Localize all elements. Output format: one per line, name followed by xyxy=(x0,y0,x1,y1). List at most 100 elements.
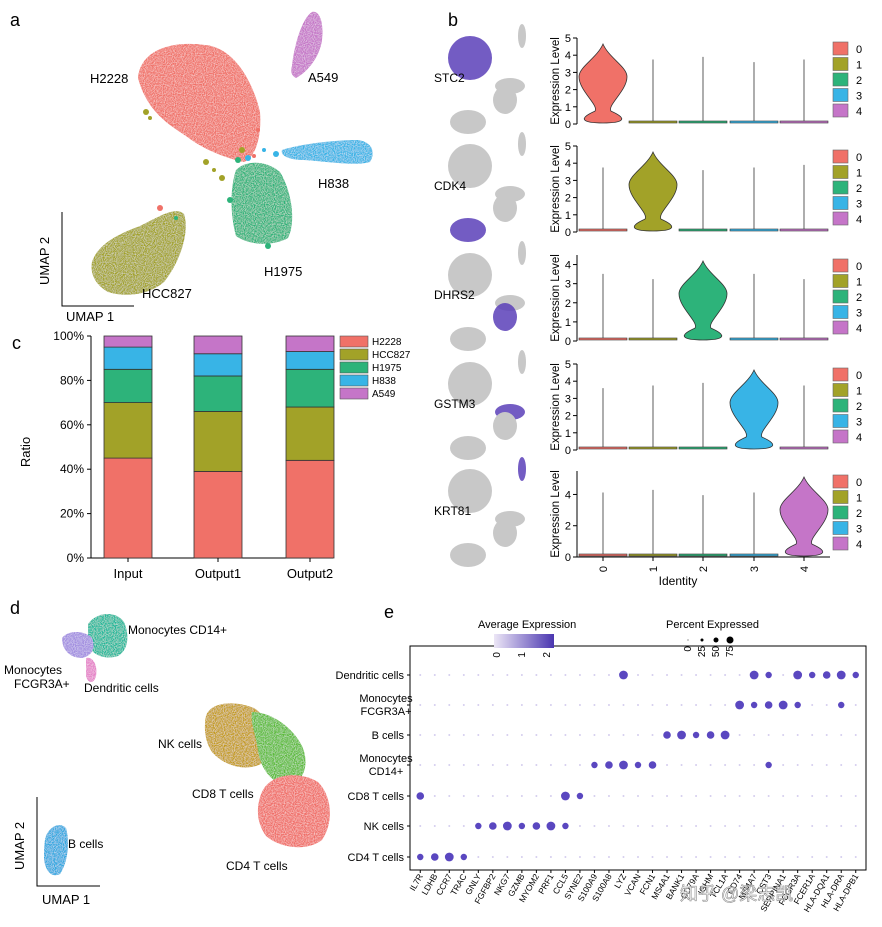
dot-4-20 xyxy=(709,795,712,797)
dot-row-label: Monocytes xyxy=(359,693,413,705)
violin-base-1 xyxy=(628,446,678,450)
dot-6-4 xyxy=(477,856,480,858)
dot-4-10 xyxy=(561,791,570,801)
bar-legend-label: A549 xyxy=(372,389,396,400)
dot-4-26 xyxy=(796,795,799,797)
umap-a-ylabel: UMAP 2 xyxy=(37,237,52,285)
violin-y-tick-label: 2 xyxy=(565,193,571,205)
label-h1975: H1975 xyxy=(264,264,302,279)
dot-6-0 xyxy=(417,853,424,861)
bar-output1-a549 xyxy=(193,335,243,355)
bar-y-tick-label: 100% xyxy=(53,329,84,343)
violin-legend-label: 0 xyxy=(856,370,862,382)
bar-output2-h1975 xyxy=(285,368,335,408)
umap-a-axes xyxy=(61,212,134,307)
violin-legend-label: 3 xyxy=(856,199,862,211)
thumbnail-highlight-cluster xyxy=(450,218,486,242)
dot-0-26 xyxy=(793,670,803,680)
dot-5-10 xyxy=(562,822,569,830)
violin-x-tick-label: 4 xyxy=(799,566,811,572)
dot-3-8 xyxy=(535,764,538,766)
dot-5-28 xyxy=(825,825,828,827)
dot-2-14 xyxy=(622,734,625,736)
dot-1-4 xyxy=(477,704,480,706)
dot-6-13 xyxy=(607,856,610,858)
dot-1-27 xyxy=(811,704,814,706)
dot-6-2 xyxy=(444,852,454,862)
umap-d-clusters xyxy=(44,613,330,876)
dot-1-8 xyxy=(535,704,538,706)
cluster-a549 xyxy=(291,11,323,79)
legend-percent-tick: 25 xyxy=(697,646,708,658)
dot-4-5 xyxy=(491,795,494,797)
bar-x-tick-label: Output1 xyxy=(195,566,241,581)
violin-legend-swatch xyxy=(832,505,849,520)
dot-0-7 xyxy=(520,674,523,676)
violin-y-tick-label: 0 xyxy=(565,227,571,239)
dot-3-26 xyxy=(796,764,799,766)
bar-y-tick-label: 40% xyxy=(60,462,84,476)
dot-0-16 xyxy=(651,674,654,676)
thumbnail-cluster xyxy=(450,436,486,460)
violin-y-tick-label: 3 xyxy=(565,393,571,405)
dot-0-29 xyxy=(836,670,846,680)
bar-output1-hcc827 xyxy=(193,411,243,472)
dot-1-26 xyxy=(794,701,801,709)
dot-6-22 xyxy=(738,856,741,858)
dot-6-25 xyxy=(782,856,785,858)
violin-y-tick-label: 5 xyxy=(565,141,571,153)
thumbnail-highlight-cluster xyxy=(518,457,526,481)
dot-6-16 xyxy=(651,856,654,858)
dot-2-17 xyxy=(663,731,671,739)
violin-base-3 xyxy=(729,337,779,341)
violin-y-tick-label: 1 xyxy=(565,317,571,329)
dot-5-30 xyxy=(854,825,857,827)
gene-umap-thumbnail xyxy=(448,350,526,460)
dot-2-25 xyxy=(782,734,785,736)
panel-letter-d: d xyxy=(10,598,20,618)
violin-base-2 xyxy=(678,446,728,450)
dot-6-1 xyxy=(430,853,439,861)
dot-4-14 xyxy=(622,795,625,797)
dot-3-22 xyxy=(738,764,741,766)
violin-ylabel: Expression Level xyxy=(550,470,562,558)
violin-ylabel: Expression Level xyxy=(550,145,562,233)
violin-legend-swatch xyxy=(832,536,849,551)
label-cd4: CD4 T cells xyxy=(226,859,288,873)
dot-3-21 xyxy=(724,764,727,766)
umap-d-ylabel: UMAP 2 xyxy=(12,822,27,870)
dot-3-30 xyxy=(854,764,857,766)
dot-1-1 xyxy=(433,704,436,706)
label-dendritic: Dendritic cells xyxy=(84,681,159,695)
dot-3-15 xyxy=(634,761,642,769)
legend-percent-dot xyxy=(700,638,704,642)
violin-y-tick-label: 0 xyxy=(565,119,571,131)
bar-y-tick-label: 0% xyxy=(67,551,85,565)
dot-2-26 xyxy=(796,734,799,736)
dot-1-17 xyxy=(666,704,669,706)
dot-3-17 xyxy=(666,764,669,766)
dot-3-29 xyxy=(840,764,843,766)
thumbnail-cluster xyxy=(448,469,492,513)
dot-4-3 xyxy=(462,795,465,797)
dot-4-1 xyxy=(433,795,436,797)
bar-output1-h2228 xyxy=(193,471,243,559)
dot-4-6 xyxy=(506,795,509,797)
dot-0-10 xyxy=(564,674,567,676)
dot-1-5 xyxy=(491,704,494,706)
dot-1-2 xyxy=(448,704,451,706)
dot-6-5 xyxy=(491,856,494,858)
bar-output1-h838 xyxy=(193,353,243,377)
dot-0-4 xyxy=(477,674,480,676)
legend-percent-tick: 0 xyxy=(683,646,694,652)
dot-1-9 xyxy=(549,704,552,706)
legend-percent-dot xyxy=(687,639,689,641)
cluster-cd8 xyxy=(251,712,306,786)
panel-e: e Average Expression Percent Expressed 0… xyxy=(336,602,867,914)
dot-3-24 xyxy=(765,761,772,769)
dot-4-8 xyxy=(535,795,538,797)
umap-d-axes xyxy=(36,797,100,887)
label-a549: A549 xyxy=(308,70,338,85)
bar-input-h838 xyxy=(103,346,153,370)
